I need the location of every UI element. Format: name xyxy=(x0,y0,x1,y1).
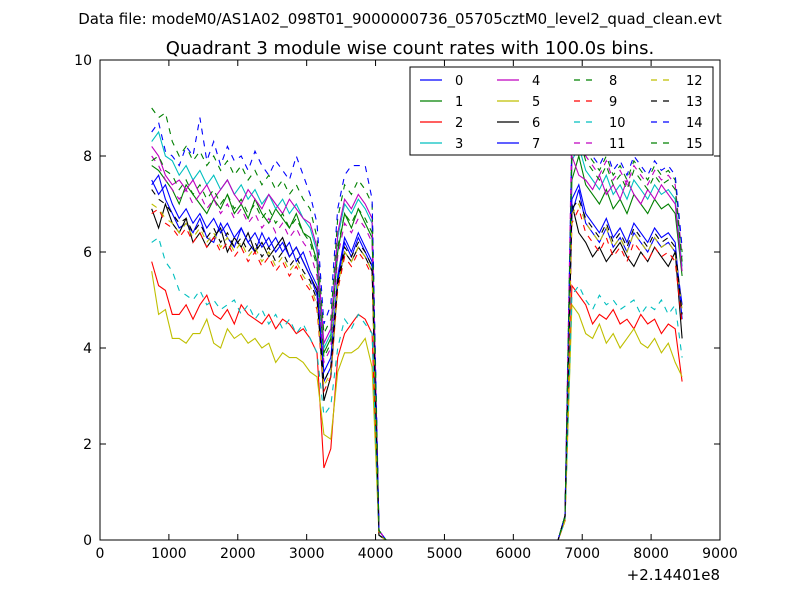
x-tick-label: 5000 xyxy=(427,546,463,562)
x-tick-label: 4000 xyxy=(358,546,394,562)
x-tick-label: 6000 xyxy=(496,546,532,562)
legend-label-6: 6 xyxy=(532,116,540,131)
y-tick-label: 0 xyxy=(83,533,92,549)
legend-label-15: 15 xyxy=(686,137,703,152)
legend-label-12: 12 xyxy=(686,74,703,89)
x-tick-label: 2000 xyxy=(220,546,256,562)
legend-label-10: 10 xyxy=(609,116,626,131)
legend-label-7: 7 xyxy=(532,137,540,152)
suptitle: Data file: modeM0/AS1A02_098T01_90000007… xyxy=(78,10,722,29)
legend-label-1: 1 xyxy=(455,95,463,110)
legend-label-4: 4 xyxy=(532,74,540,89)
legend-label-13: 13 xyxy=(686,95,703,110)
series-line-15 xyxy=(151,135,683,541)
x-tick-label: 1000 xyxy=(151,546,187,562)
x-tick-label: 9000 xyxy=(702,546,738,562)
y-tick-label: 8 xyxy=(83,149,92,165)
y-tick-label: 6 xyxy=(83,245,92,261)
y-tick-label: 2 xyxy=(83,437,92,453)
x-offset-label: +2.14401e8 xyxy=(627,566,720,584)
legend-label-2: 2 xyxy=(455,116,463,131)
legend-label-5: 5 xyxy=(532,95,540,110)
x-tick-label: 8000 xyxy=(633,546,669,562)
legend-label-14: 14 xyxy=(686,116,703,131)
legend-label-11: 11 xyxy=(609,137,626,152)
x-tick-label: 3000 xyxy=(289,546,325,562)
legend-label-9: 9 xyxy=(609,95,617,110)
y-tick-label: 10 xyxy=(74,53,92,69)
legend-label-0: 0 xyxy=(455,74,463,89)
chart-title: Quadrant 3 module wise count rates with … xyxy=(166,38,655,59)
plot-frame xyxy=(99,59,721,541)
series-line-8 xyxy=(151,107,683,541)
y-tick-label: 4 xyxy=(83,341,92,357)
x-tick-label: 0 xyxy=(96,546,105,562)
axes-layer: 0 1000 2000 3000 4000 5000 6000 7000 8000 9000 0 2 4… xyxy=(74,53,738,562)
legend-label-3: 3 xyxy=(455,137,463,152)
legend-box xyxy=(409,66,714,156)
legend-label-8: 8 xyxy=(609,74,617,89)
series-line-14 xyxy=(151,117,683,541)
x-tick-label: 7000 xyxy=(564,546,600,562)
